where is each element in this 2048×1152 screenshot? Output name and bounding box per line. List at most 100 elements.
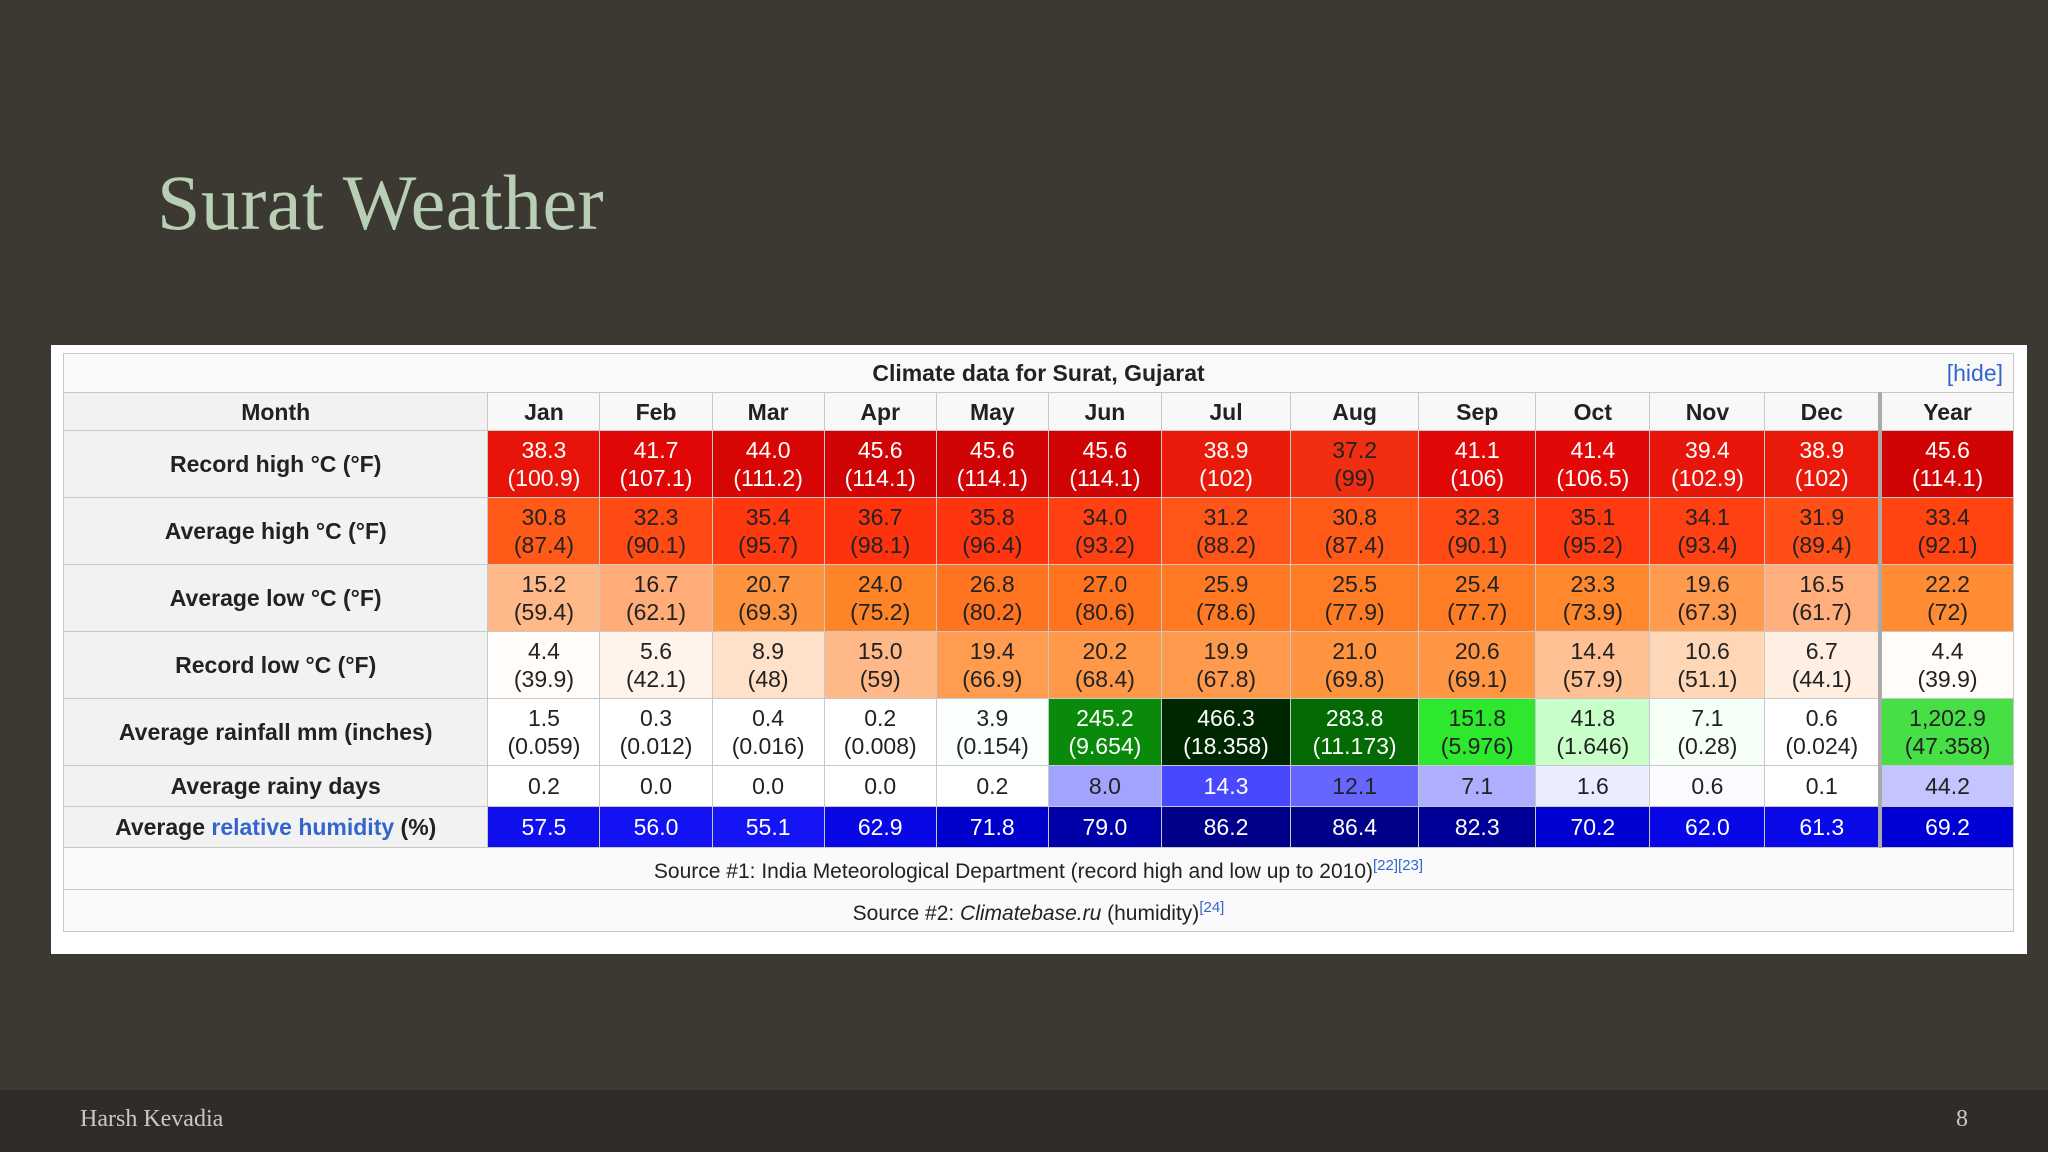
table-cell: 71.8: [935, 806, 1049, 848]
cell-value: 10.6: [1685, 638, 1730, 664]
cell-value-alt: (44.1): [1791, 666, 1852, 692]
header-aug: Aug: [1290, 392, 1420, 431]
cell-value: 1.5: [527, 705, 560, 731]
table-cell: 245.2 (9.654): [1047, 698, 1162, 766]
table-cell: 62.9: [823, 806, 937, 848]
cell-value: 55.1: [745, 814, 791, 840]
cell-value: 0.0: [864, 773, 897, 799]
cell-value-alt: (39.9): [513, 666, 574, 692]
cell-value: 45.6: [1925, 437, 1970, 463]
header-oct: Oct: [1535, 392, 1651, 431]
cell-value: 21.0: [1332, 638, 1377, 664]
source-1: Source #1: India Meteorological Departme…: [63, 847, 2014, 890]
climate-table: Climate data for Surat, Gujarat [hide] M…: [62, 353, 2015, 932]
header-jun: Jun: [1047, 392, 1162, 431]
cell-value: 5.6: [640, 638, 673, 664]
cell-value-alt: (100.9): [507, 465, 581, 491]
cell-value: 0.4: [752, 705, 785, 731]
table-cell: 35.4 (95.7): [711, 497, 825, 565]
cell-value-alt: (11.173): [1312, 733, 1397, 759]
row-label: Average rainy days: [62, 765, 489, 807]
cell-value: 25.4: [1454, 571, 1500, 597]
cell-value: 33.4: [1925, 504, 1970, 530]
table-row-average-rainy-days: Average rainy days 0.2 0.0 0.0 0.0 0.2 8.0 14.3…: [62, 765, 2015, 807]
cell-value-alt: (111.2): [733, 465, 803, 491]
table-cell: 15.2 (59.4): [487, 564, 601, 632]
table-cell: 38.9 (102): [1764, 430, 1881, 498]
cell-value-alt: (67.3): [1677, 599, 1738, 625]
cell-value: 32.3: [633, 504, 679, 530]
header-mar: Mar: [711, 392, 825, 431]
cell-value: 0.2: [976, 773, 1009, 799]
cell-value-alt: (69.3): [738, 599, 799, 625]
cell-value: 0.6: [1805, 705, 1838, 731]
table-cell: 45.6 (114.1): [1047, 430, 1162, 498]
cell-value: 23.3: [1570, 571, 1616, 597]
cell-value-alt: (73.9): [1562, 599, 1623, 625]
cell-value: 0.1: [1805, 773, 1838, 799]
source-row-1: Source #1: India Meteorological Departme…: [63, 847, 2014, 890]
cell-value: 30.8: [1332, 504, 1377, 530]
table-cell: 31.9 (89.4): [1764, 497, 1881, 565]
table-cell: 70.2: [1535, 806, 1651, 848]
cell-value-alt: (90.1): [625, 532, 687, 558]
cell-value-alt: (114.1): [844, 465, 916, 491]
table-cell: 15.0 (59): [823, 631, 937, 699]
table-cell: 1.5 (0.059): [487, 698, 601, 766]
cell-value: 71.8: [969, 814, 1015, 840]
cell-value: 31.9: [1799, 504, 1845, 530]
row-label: Average rainfall mm (inches): [62, 698, 489, 766]
header-dec: Dec: [1764, 392, 1881, 431]
cell-value-alt: (93.2): [1074, 532, 1135, 558]
table-cell: 0.6 (0.024): [1764, 698, 1881, 766]
table-cell: 25.9 (78.6): [1160, 564, 1292, 632]
header-year: Year: [1878, 392, 2015, 431]
table-cell: 7.1 (0.28): [1649, 698, 1766, 766]
table-cell: 20.2 (68.4): [1047, 631, 1162, 699]
table-cell: 41.7 (107.1): [599, 430, 713, 498]
cell-value-alt: (0.154): [955, 733, 1029, 759]
header-row: Month Jan Feb Mar Apr May Jun Jul Aug Sep Oct Nov De…: [62, 392, 2015, 431]
cell-value: 41.7: [633, 437, 679, 463]
cell-value-alt: (61.7): [1791, 599, 1852, 625]
cell-value: 86.4: [1332, 814, 1377, 840]
table-cell: 36.7 (98.1): [823, 497, 937, 565]
source-1-text: Source #1: India Meteorological Departme…: [653, 859, 1374, 883]
row-label: Record low °C (°F): [62, 631, 489, 699]
page-number: 8: [1956, 1106, 1968, 1132]
row-label-suffix: (%): [394, 814, 437, 840]
table-cell: 38.3 (100.9): [487, 430, 601, 498]
cell-value: 24.0: [857, 571, 903, 597]
relative-humidity-link[interactable]: relative humidity: [211, 814, 395, 840]
cell-value: 16.5: [1799, 571, 1845, 597]
table-caption: Climate data for Surat, Gujarat [hide]: [63, 353, 2014, 393]
slide-title: Surat Weather: [157, 159, 605, 246]
footer-author: Harsh Kevadia: [80, 1106, 224, 1132]
table-cell: 62.0: [1649, 806, 1766, 848]
hide-link[interactable]: [hide]: [1946, 360, 2003, 386]
table-cell: 79.0: [1047, 806, 1162, 848]
climate-table-panel: Climate data for Surat, Gujarat [hide] M…: [51, 345, 2027, 954]
source-2-refs[interactable]: [24]: [1199, 898, 1225, 916]
cell-value: 1,202.9: [1909, 705, 1986, 731]
cell-value: 34.1: [1685, 504, 1730, 530]
cell-value: 0.6: [1691, 773, 1724, 799]
cell-value: 35.8: [969, 504, 1015, 530]
table-cell: 31.2 (88.2): [1160, 497, 1292, 565]
table-cell: 0.2 (0.008): [823, 698, 937, 766]
cell-value: 19.9: [1203, 638, 1249, 664]
table-cell: 30.8 (87.4): [487, 497, 601, 565]
table-cell: 20.6 (69.1): [1418, 631, 1537, 699]
cell-value-alt: (90.1): [1447, 532, 1508, 558]
table-cell: 23.3 (73.9): [1535, 564, 1651, 632]
cell-value-alt: (92.1): [1917, 532, 1978, 558]
cell-value-alt: (9.654): [1068, 733, 1142, 759]
source-1-refs[interactable]: [22][23]: [1373, 856, 1424, 874]
cell-value: 7.1: [1691, 705, 1724, 731]
cell-value: 15.2: [521, 571, 567, 597]
header-month: Month: [62, 392, 489, 431]
row-label: Average high °C (°F): [62, 497, 489, 565]
cell-value-alt: (67.8): [1195, 666, 1257, 692]
cell-value: 69.2: [1925, 814, 1970, 840]
cell-value-alt: (51.1): [1677, 666, 1738, 692]
